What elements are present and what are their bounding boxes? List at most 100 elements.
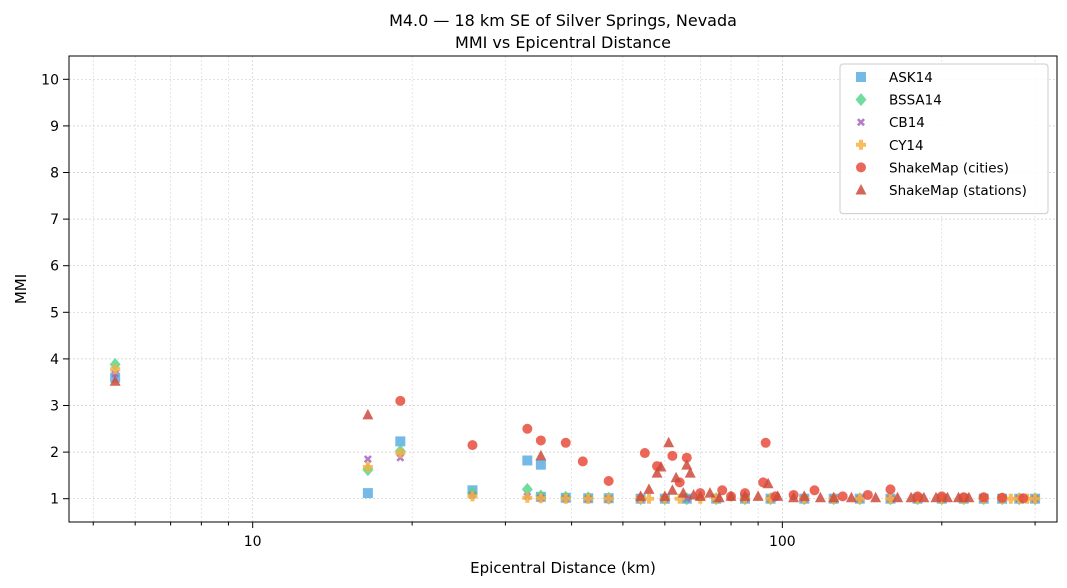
point-shakemap-stations	[752, 490, 764, 501]
point-shakemap-stations	[762, 477, 774, 489]
point-shakemap-stations	[930, 491, 942, 503]
point-shakemap-stations	[739, 490, 751, 501]
legend-marker	[856, 72, 866, 82]
point-shakemap-cities	[862, 489, 873, 500]
point-shakemap-stations	[814, 491, 826, 503]
point-shakemap-cities	[667, 450, 678, 461]
point-cy14	[467, 491, 478, 502]
y-tick-label: 5	[50, 305, 59, 321]
point-shakemap-stations	[362, 408, 374, 420]
x-axis-label: Epicentral Distance (km)	[470, 559, 656, 577]
point-shakemap-stations	[670, 471, 682, 483]
point-shakemap-cities	[522, 423, 533, 434]
x-tick-label: 10	[244, 534, 262, 550]
point-bssa14	[521, 482, 533, 496]
point-shakemap-cities	[809, 485, 820, 496]
point-cy14	[674, 493, 685, 504]
point-shakemap-stations	[643, 483, 655, 494]
point-ask14	[362, 488, 373, 499]
data-points	[109, 357, 1041, 506]
point-shakemap-stations	[651, 467, 663, 478]
point-shakemap-cities	[760, 437, 771, 448]
point-shakemap-stations	[659, 490, 671, 501]
point-cb14	[363, 455, 372, 464]
point-shakemap-stations	[535, 449, 547, 461]
legend-marker	[855, 93, 867, 107]
point-cy14	[583, 493, 594, 504]
point-ask14	[522, 455, 533, 466]
point-cy14	[535, 493, 546, 504]
legend-label: CB14	[889, 115, 925, 131]
legend-marker	[857, 118, 865, 127]
legend-label: ShakeMap (stations)	[889, 183, 1027, 199]
point-shakemap-stations	[725, 490, 737, 501]
point-shakemap-stations	[788, 491, 800, 503]
chart-title: M4.0 — 18 km SE of Silver Springs, Nevad…	[389, 11, 737, 30]
legend-marker	[856, 139, 866, 150]
legend: ASK14 BSSA14 CB14 CY14 ShakeMap (cities) Shak…	[839, 63, 1049, 215]
point-cy14	[643, 493, 654, 504]
point-shakemap-stations	[109, 375, 121, 386]
point-shakemap-stations	[870, 491, 882, 503]
point-cy14	[362, 462, 373, 473]
point-shakemap-cities	[997, 492, 1008, 503]
legend-label: ASK14	[889, 70, 933, 86]
point-shakemap-cities	[681, 452, 692, 463]
point-shakemap-stations	[845, 491, 857, 503]
point-cy14	[1005, 493, 1016, 504]
point-shakemap-stations	[688, 488, 700, 500]
point-shakemap-cities	[603, 475, 614, 486]
point-shakemap-stations	[704, 487, 716, 498]
y-tick-label: 4	[50, 352, 59, 368]
y-tick-label: 1	[50, 492, 59, 508]
point-shakemap-stations	[684, 467, 696, 478]
point-cy14	[560, 493, 571, 504]
y-tick-label: 3	[50, 399, 59, 415]
point-shakemap-stations	[681, 459, 693, 470]
point-shakemap-stations	[918, 491, 930, 503]
point-shakemap-stations	[828, 491, 840, 503]
y-tick-label: 6	[50, 259, 59, 275]
point-ask14	[395, 436, 406, 447]
point-shakemap-cities	[395, 395, 406, 406]
point-cy14	[395, 448, 406, 459]
legend-marker	[855, 184, 867, 195]
point-shakemap-stations	[798, 490, 810, 501]
y-tick-label: 8	[50, 166, 59, 182]
point-shakemap-cities	[1018, 493, 1029, 504]
point-shakemap-stations	[655, 461, 667, 472]
point-shakemap-cities	[912, 491, 923, 502]
point-shakemap-stations	[677, 487, 689, 498]
point-cy14	[603, 493, 614, 504]
point-cy14	[885, 493, 896, 504]
point-shakemap-stations	[666, 484, 678, 495]
point-shakemap-stations	[694, 490, 706, 501]
point-shakemap-cities	[885, 484, 896, 495]
legend-marker	[856, 162, 866, 173]
point-shakemap-cities	[535, 435, 546, 446]
y-tick-label: 10	[41, 72, 59, 88]
point-shakemap-cities	[639, 448, 650, 459]
point-shakemap-stations	[772, 490, 784, 501]
point-shakemap-stations	[963, 491, 975, 503]
legend-label: BSSA14	[889, 93, 942, 109]
point-shakemap-cities	[467, 440, 478, 451]
axis-ticks: 10 100 1 2 3 4 5 6 7 8 9 10	[41, 72, 1036, 550]
plot-frame	[68, 55, 1058, 523]
point-shakemap-cities	[978, 492, 989, 503]
y-tick-label: 7	[50, 212, 59, 228]
legend-frame	[839, 63, 1049, 215]
point-shakemap-stations	[941, 491, 953, 503]
point-shakemap-stations	[952, 491, 964, 503]
point-shakemap-stations	[713, 491, 725, 503]
point-shakemap-stations	[905, 491, 917, 503]
point-cy14	[765, 493, 776, 504]
point-cy14	[522, 492, 533, 503]
point-ask14	[535, 459, 546, 470]
chart-subtitle: MMI vs Epicentral Distance	[455, 33, 671, 52]
y-tick-label: 9	[50, 119, 59, 135]
y-tick-label: 2	[50, 445, 59, 461]
point-shakemap-stations	[892, 491, 904, 503]
x-tick-label: 100	[769, 534, 796, 550]
